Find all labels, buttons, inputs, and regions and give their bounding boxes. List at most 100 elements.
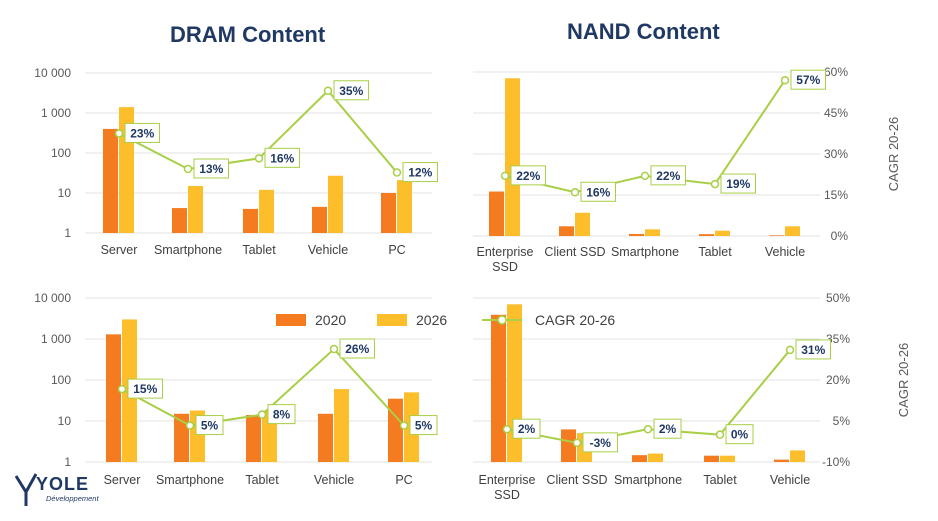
category-label: Smartphone [611, 245, 679, 259]
cagr-label-box [582, 432, 618, 453]
y-tick-label: 1 [64, 226, 71, 240]
cagr-point [185, 421, 195, 430]
cagr-data-label: 57% [796, 73, 820, 87]
bar-2020 [769, 235, 784, 236]
category-label-cont: SSD [494, 488, 520, 502]
y-tick-label: 10 000 [34, 66, 71, 80]
cagr-data-label: 12% [408, 166, 432, 180]
cagr-label-box [409, 415, 438, 436]
legend-label-2020: 2020 [315, 312, 346, 328]
legend-swatch-2026 [377, 314, 407, 326]
cagr-label-box [127, 378, 163, 399]
cagr-label-box [195, 415, 224, 436]
category-label: Enterprise [477, 245, 534, 259]
cagr-data-label: 13% [199, 162, 223, 176]
bar-2020 [318, 413, 333, 462]
bar-2020 [704, 455, 719, 462]
bar-2026 [259, 189, 274, 233]
category-label: Tablet [242, 243, 276, 257]
bar-2026 [188, 185, 203, 233]
cagr-point [183, 164, 193, 174]
category-label: Vehicle [308, 243, 348, 257]
cagr-point [257, 410, 267, 419]
cagr-point [399, 421, 409, 430]
category-label: Vehicle [765, 245, 805, 259]
bar-2020 [246, 415, 261, 462]
y-tick-label: 100 [51, 146, 71, 160]
cagr-point [785, 345, 795, 355]
y-tick-label: 1 000 [41, 332, 71, 346]
bar-2026 [328, 175, 343, 233]
cagr-data-label: 0% [731, 428, 749, 442]
yole-logo: YOLE Développement [12, 470, 112, 512]
legend-marker-cagr [497, 315, 507, 325]
category-label: Server [104, 473, 141, 487]
cagr-data-label: 19% [726, 177, 750, 191]
legend: 2020 2026 CAGR 20-26 [276, 312, 615, 328]
nand-title: NAND Content [567, 19, 720, 44]
category-label: Tablet [698, 245, 732, 259]
cagr-tick-label: 15% [824, 188, 848, 202]
cagr-label-box [264, 147, 300, 168]
bar-2020 [174, 413, 189, 462]
category-label: Tablet [703, 473, 737, 487]
category-label: Vehicle [770, 473, 810, 487]
cagr-label-box [790, 69, 826, 90]
cagr-data-label: 5% [201, 419, 219, 433]
y-tick-label: 1 [64, 455, 71, 469]
cagr-data-label: 31% [801, 343, 825, 357]
cagr-point [329, 344, 339, 354]
cagr-data-label: 2% [659, 422, 677, 436]
cagr-tick-label: 35% [826, 332, 850, 346]
category-label: PC [388, 243, 405, 257]
cagr-data-label: 35% [339, 84, 363, 98]
cagr-point [643, 424, 653, 434]
cagr-point [780, 75, 790, 85]
cagr-tick-label: 45% [824, 106, 848, 120]
cagr-label-box [653, 418, 682, 439]
cagr-data-label: 8% [273, 408, 291, 422]
bar-2026 [575, 212, 590, 236]
cagr-label-box [193, 158, 229, 179]
cagr-data-label: 22% [656, 169, 680, 183]
bar-2020 [489, 191, 504, 236]
bar-2026 [505, 78, 520, 236]
cagr-label-box [510, 165, 546, 186]
cagr-label-box [720, 173, 756, 194]
cagr-point [570, 188, 580, 197]
cagr-point [640, 171, 650, 181]
cagr-data-label: 26% [345, 342, 369, 356]
cagr-label-box [339, 338, 375, 359]
cagr-point [572, 438, 582, 448]
bar-2020 [172, 208, 187, 233]
cagr-tick-label: 20% [826, 373, 850, 387]
bar-2020 [388, 398, 403, 462]
bar-2026 [397, 180, 412, 233]
bar-2020 [629, 233, 644, 236]
cagr-label-box [580, 181, 616, 202]
cagr-label-box [725, 424, 754, 445]
y-tick-label: 10 [58, 186, 72, 200]
cagr-label-box [512, 418, 541, 439]
bar-2020 [632, 455, 647, 462]
bar-2020 [774, 459, 789, 462]
bar-2020 [312, 206, 327, 233]
bar-2020 [491, 314, 506, 462]
bar-2020 [559, 226, 574, 236]
cagr-point [323, 86, 333, 96]
cagr-point [392, 168, 402, 177]
bar-2026 [785, 226, 800, 236]
legend-label-cagr: CAGR 20-26 [535, 312, 615, 328]
cagr-data-label: 23% [130, 126, 154, 140]
cagr-point [715, 430, 725, 439]
y-tick-label: 1 000 [41, 106, 71, 120]
cagr-label-box [650, 165, 686, 186]
bar-2020 [561, 429, 576, 462]
bar-2026 [334, 389, 349, 462]
cagr-data-label: 16% [270, 151, 294, 165]
bar-2020 [381, 193, 396, 233]
cagr-point [114, 129, 124, 138]
cagr-point [502, 424, 512, 434]
